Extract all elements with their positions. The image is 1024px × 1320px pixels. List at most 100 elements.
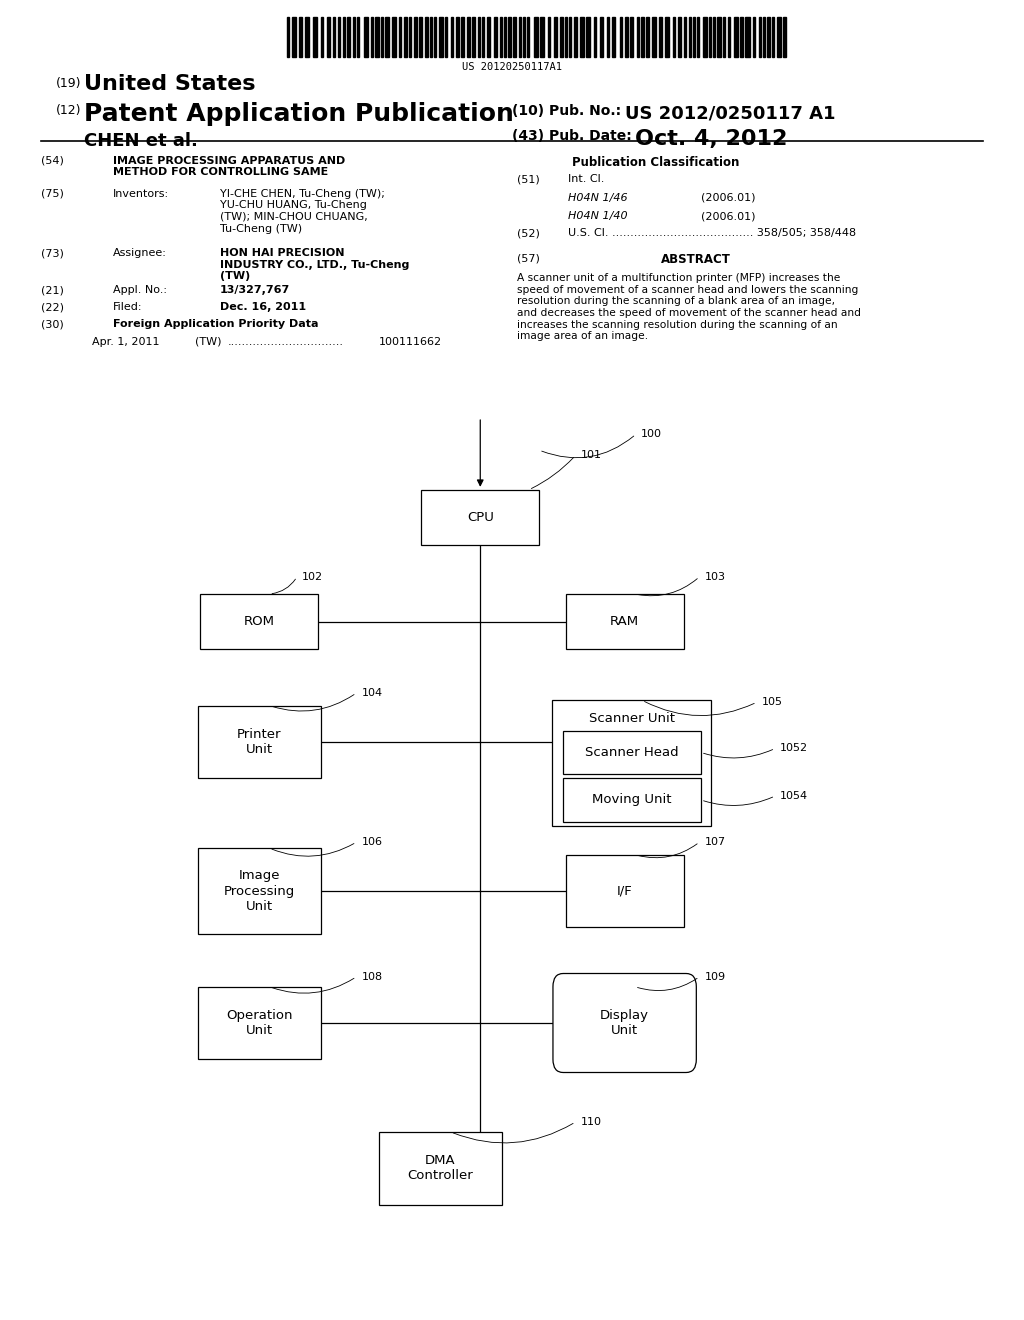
Text: 108: 108 <box>361 972 383 982</box>
Text: Moving Unit: Moving Unit <box>592 793 672 807</box>
Text: (51): (51) <box>517 174 540 185</box>
FancyBboxPatch shape <box>422 490 539 545</box>
Text: ................................: ................................ <box>227 337 343 347</box>
Bar <box>689 17 691 57</box>
Bar <box>772 17 774 57</box>
Bar <box>439 17 443 57</box>
Bar <box>508 17 511 57</box>
Bar <box>500 17 502 57</box>
Bar <box>287 17 289 57</box>
Bar <box>693 17 695 57</box>
Text: 103: 103 <box>705 572 726 582</box>
Bar <box>371 17 373 57</box>
Bar <box>381 17 383 57</box>
Text: (10) Pub. No.:: (10) Pub. No.: <box>512 104 622 119</box>
Text: US 20120250117A1: US 20120250117A1 <box>462 62 562 73</box>
Bar <box>313 17 317 57</box>
Bar <box>504 17 506 57</box>
Text: (19): (19) <box>56 77 82 90</box>
Text: US 2012/0250117 A1: US 2012/0250117 A1 <box>625 104 836 123</box>
Text: Image
Processing
Unit: Image Processing Unit <box>223 870 295 912</box>
Text: (2006.01): (2006.01) <box>701 193 756 203</box>
Text: (54): (54) <box>41 156 63 166</box>
Bar <box>540 17 544 57</box>
Text: RAM: RAM <box>610 615 639 628</box>
Bar <box>723 17 725 57</box>
Bar <box>569 17 571 57</box>
Bar <box>659 17 662 57</box>
Text: (43) Pub. Date:: (43) Pub. Date: <box>512 129 632 144</box>
Text: CHEN et al.: CHEN et al. <box>84 132 198 150</box>
Text: 105: 105 <box>762 697 783 708</box>
Bar <box>620 17 622 57</box>
Bar <box>404 17 407 57</box>
Text: U.S. Cl. ....................................... 358/505; 358/448: U.S. Cl. ...............................… <box>568 228 856 239</box>
Bar <box>333 17 335 57</box>
Bar <box>299 17 302 57</box>
Text: Assignee:: Assignee: <box>113 248 167 259</box>
Text: (22): (22) <box>41 302 63 313</box>
Text: Printer
Unit: Printer Unit <box>237 727 282 756</box>
FancyBboxPatch shape <box>563 777 700 821</box>
Bar <box>467 17 470 57</box>
Bar <box>548 17 550 57</box>
Bar <box>630 17 633 57</box>
Bar <box>697 17 699 57</box>
Bar <box>494 17 497 57</box>
Bar <box>713 17 715 57</box>
FancyBboxPatch shape <box>565 594 684 649</box>
Bar <box>759 17 761 57</box>
Bar <box>445 17 447 57</box>
Bar <box>703 17 707 57</box>
FancyBboxPatch shape <box>553 974 696 1072</box>
Bar <box>673 17 675 57</box>
Bar <box>327 17 330 57</box>
FancyBboxPatch shape <box>198 987 321 1059</box>
Text: (TW): (TW) <box>195 337 221 347</box>
Bar <box>385 17 389 57</box>
Text: H04N 1/40: H04N 1/40 <box>568 211 628 222</box>
Bar <box>586 17 590 57</box>
Text: Inventors:: Inventors: <box>113 189 169 199</box>
Bar <box>472 17 475 57</box>
Bar <box>574 17 577 57</box>
Text: ROM: ROM <box>244 615 274 628</box>
Bar <box>565 17 567 57</box>
Bar <box>461 17 464 57</box>
FancyBboxPatch shape <box>553 700 711 826</box>
Bar <box>478 17 480 57</box>
Text: YI-CHE CHEN, Tu-Cheng (TW);
YU-CHU HUANG, Tu-Cheng
(TW); MIN-CHOU CHUANG,
Tu-Che: YI-CHE CHEN, Tu-Cheng (TW); YU-CHU HUANG… <box>220 189 385 234</box>
Text: Display
Unit: Display Unit <box>600 1008 649 1038</box>
Bar <box>745 17 750 57</box>
Bar <box>357 17 359 57</box>
Text: 109: 109 <box>705 972 726 982</box>
Text: 13/327,767: 13/327,767 <box>220 285 291 296</box>
Bar <box>625 17 628 57</box>
Text: 100: 100 <box>641 429 663 440</box>
Bar <box>641 17 644 57</box>
FancyBboxPatch shape <box>379 1131 502 1204</box>
Bar <box>305 17 309 57</box>
Bar <box>430 17 432 57</box>
Text: Foreign Application Priority Data: Foreign Application Priority Data <box>113 319 318 330</box>
Bar <box>434 17 436 57</box>
Text: Appl. No.:: Appl. No.: <box>113 285 167 296</box>
Text: Publication Classification: Publication Classification <box>571 156 739 169</box>
Bar <box>580 17 584 57</box>
FancyBboxPatch shape <box>198 706 321 777</box>
Bar <box>763 17 765 57</box>
Bar <box>734 17 738 57</box>
Text: 106: 106 <box>361 837 383 847</box>
Text: 107: 107 <box>705 837 726 847</box>
FancyBboxPatch shape <box>565 855 684 927</box>
Bar <box>392 17 396 57</box>
Text: (21): (21) <box>41 285 63 296</box>
Text: 110: 110 <box>581 1117 602 1127</box>
Bar <box>419 17 422 57</box>
Text: Apr. 1, 2011: Apr. 1, 2011 <box>92 337 160 347</box>
Bar <box>646 17 649 57</box>
Text: I/F: I/F <box>616 884 633 898</box>
Bar <box>665 17 669 57</box>
Bar <box>607 17 609 57</box>
Bar <box>527 17 529 57</box>
